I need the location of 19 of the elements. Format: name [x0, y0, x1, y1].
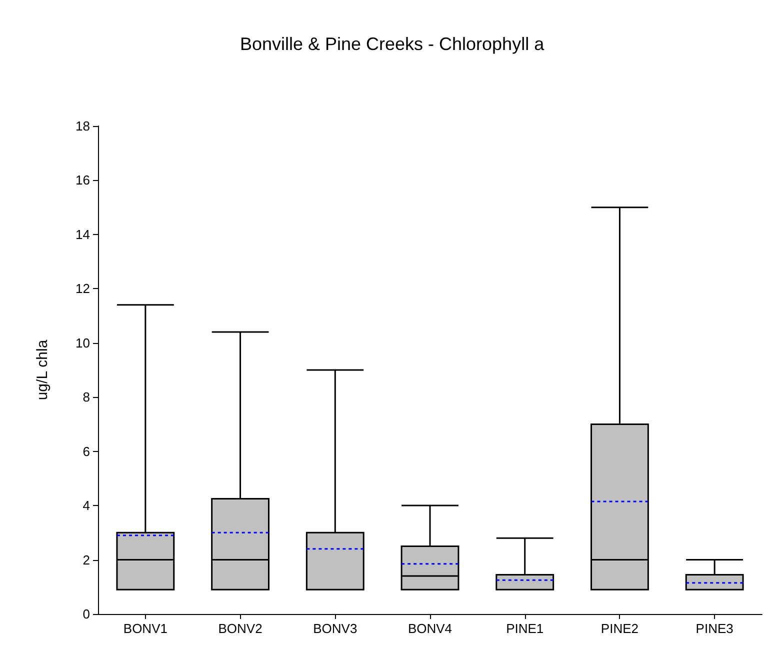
x-tick-label: BONV2: [218, 621, 262, 636]
y-tick-label: 0: [82, 606, 90, 622]
x-tick-label: BONV1: [123, 621, 168, 636]
y-tick-label: 4: [82, 498, 90, 514]
x-tick-label: PINE1: [506, 621, 544, 636]
y-tick-label: 8: [82, 390, 90, 405]
y-tick-label: 18: [76, 118, 90, 134]
x-tick-label: PINE2: [600, 621, 639, 636]
y-tick-label: 14: [76, 226, 90, 242]
x-tick-label: BONV3: [313, 621, 358, 636]
y-tick-label: 6: [82, 444, 90, 459]
y-tick-label: 16: [76, 172, 90, 188]
chart-title: Bonville & Pine Creeks - Chlorophyll a: [240, 34, 546, 54]
y-tick-label: 10: [76, 335, 90, 350]
y-tick-label: 2: [82, 552, 90, 568]
y-tick-label: 12: [76, 281, 90, 296]
y-axis-title: ug/L chla: [34, 339, 51, 400]
x-tick-label: BONV4: [408, 621, 452, 636]
x-tick-label: PINE3: [696, 621, 734, 636]
